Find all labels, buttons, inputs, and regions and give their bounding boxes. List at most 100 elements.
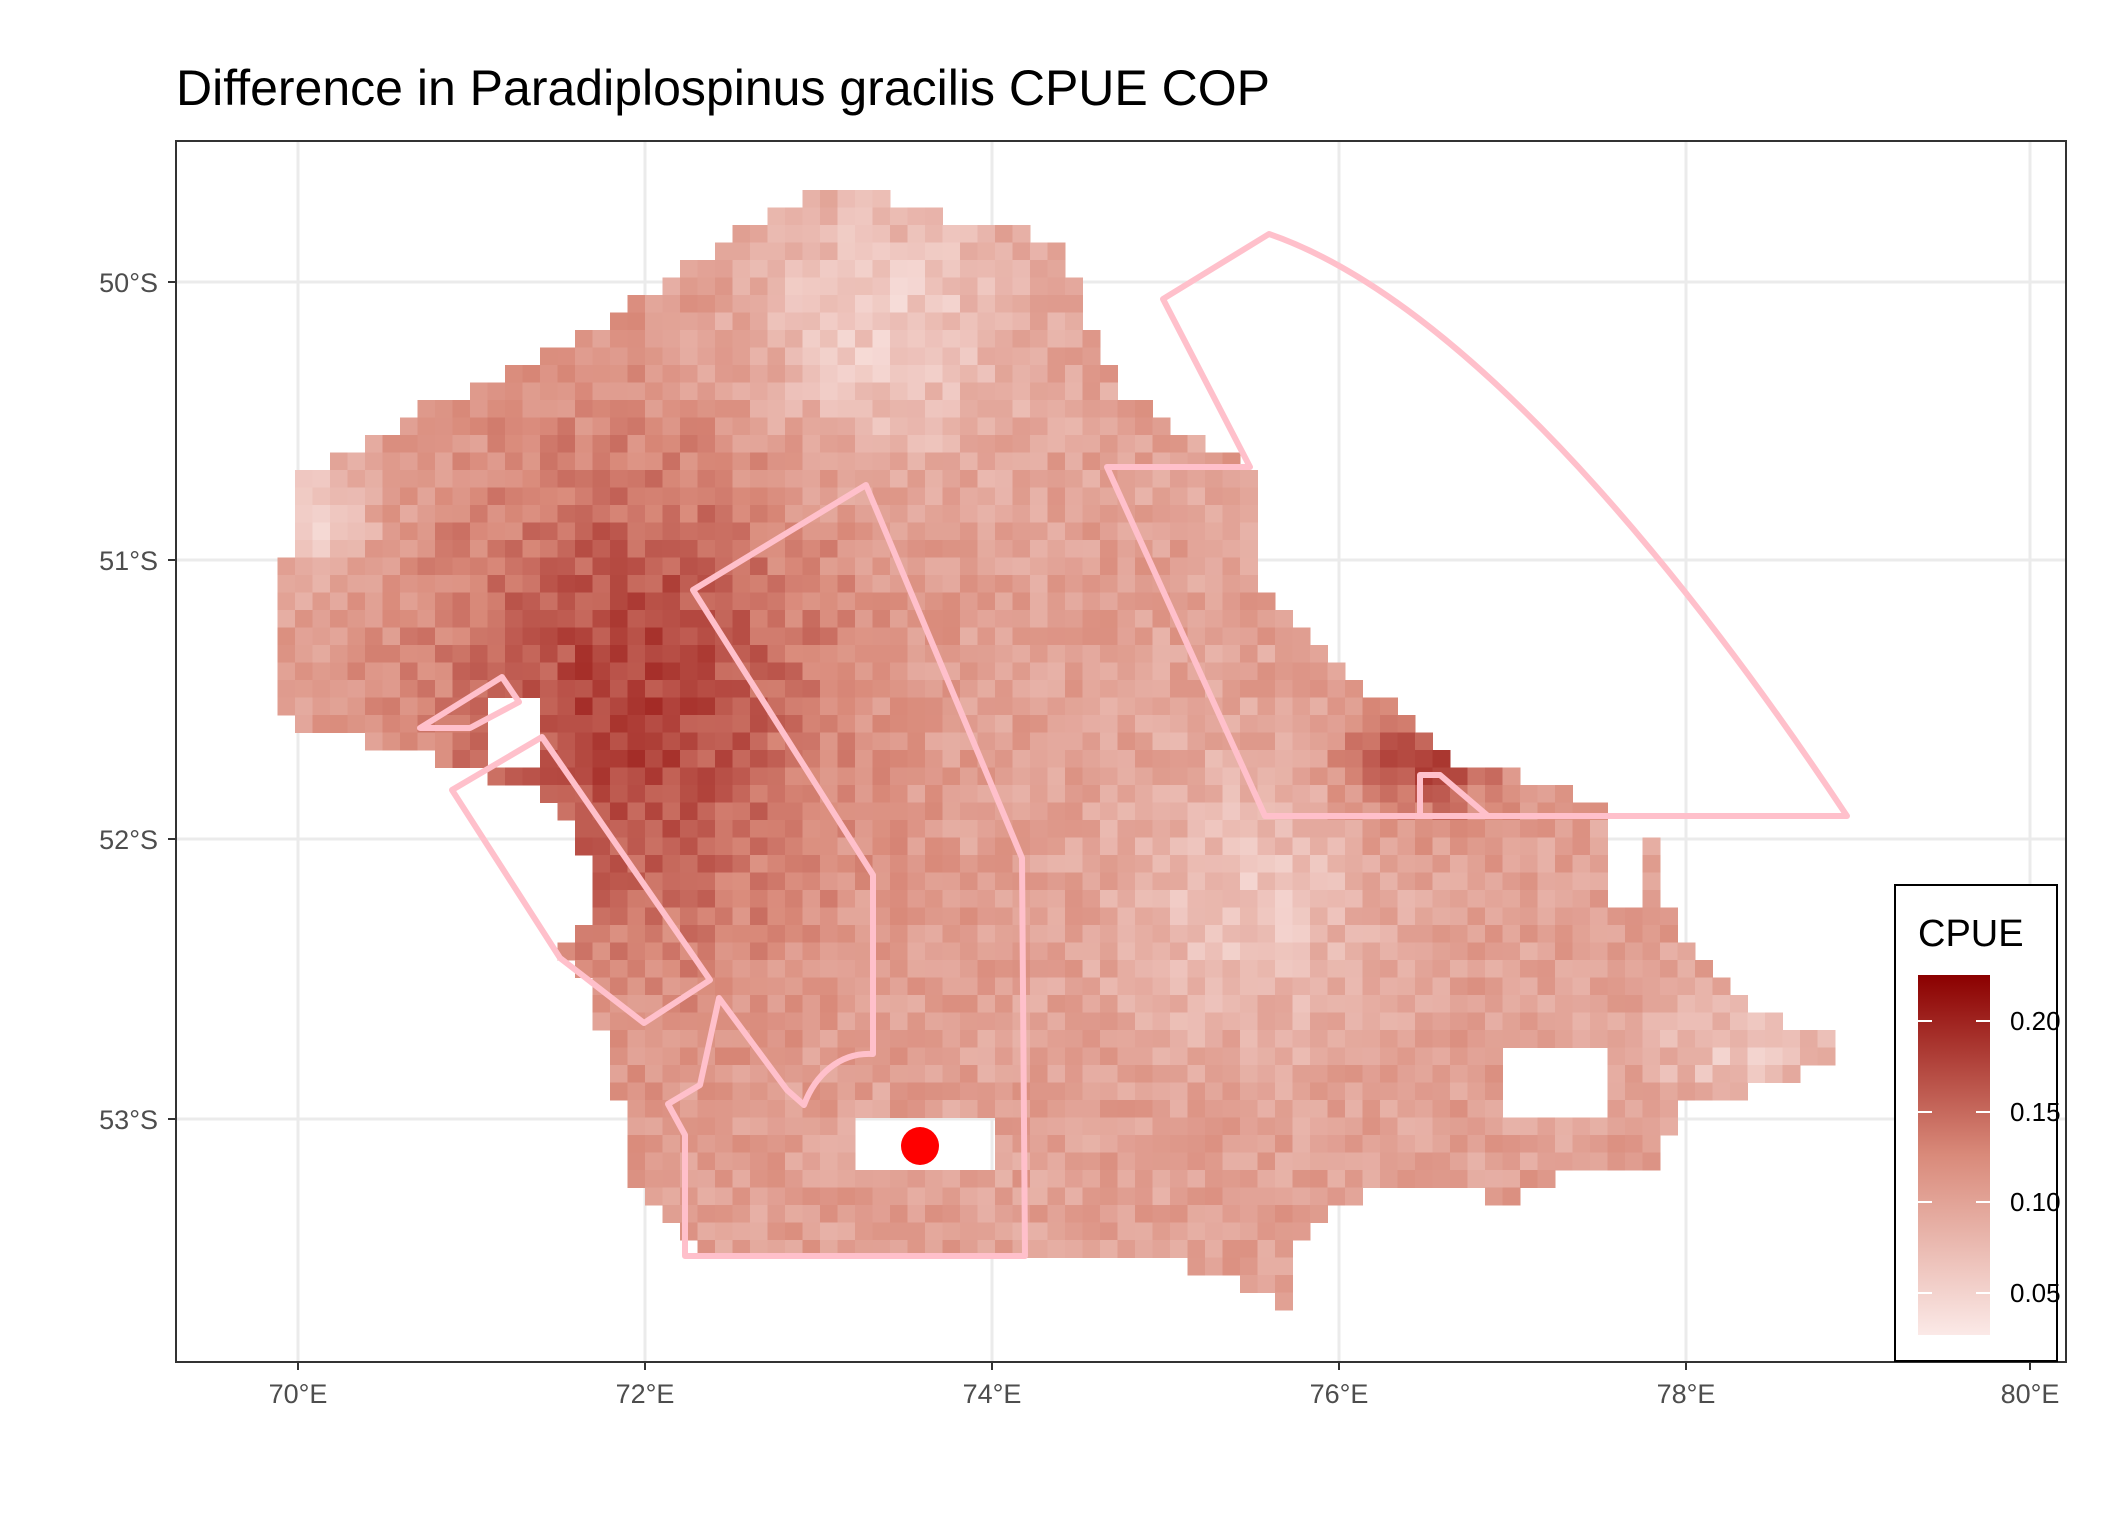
cpue-cell	[505, 645, 523, 663]
cpue-cell	[1345, 1012, 1363, 1031]
cpue-cell	[732, 1222, 751, 1241]
cpue-cell	[855, 820, 873, 838]
cpue-cell	[1257, 1065, 1276, 1083]
cpue-cell	[312, 680, 331, 698]
cpue-cell	[1012, 347, 1031, 366]
cpue-cell	[1467, 1030, 1486, 1048]
cpue-cell	[890, 977, 908, 996]
cpue-cell	[1100, 1100, 1118, 1118]
cpue-cell	[1117, 942, 1136, 961]
cpue-cell	[1152, 470, 1171, 488]
cpue-cell	[1100, 610, 1118, 628]
cpue-cell	[872, 1187, 891, 1206]
cpue-cell	[785, 872, 803, 891]
cpue-cell	[662, 960, 681, 978]
cpue-cell	[1152, 417, 1171, 436]
cpue-cell	[505, 627, 523, 646]
cpue-cell	[977, 1187, 996, 1206]
cpue-cell	[907, 330, 926, 348]
cpue-cell	[750, 575, 768, 593]
cpue-cell	[575, 942, 593, 961]
cpue-cell	[1117, 662, 1136, 681]
cpue-cell	[662, 400, 681, 418]
cpue-cell	[697, 837, 716, 856]
cpue-cell	[662, 890, 681, 908]
cpue-cell	[732, 400, 751, 418]
cpue-cell	[1642, 855, 1661, 873]
cpue-cell	[820, 645, 838, 663]
cpue-cell	[330, 610, 348, 628]
cpue-cell	[1310, 767, 1328, 786]
cpue-cell	[732, 1205, 751, 1223]
cpue-cell	[1415, 855, 1433, 873]
cpue-cell	[1310, 907, 1328, 926]
cpue-cell	[907, 1047, 926, 1066]
cpue-cell	[977, 557, 996, 576]
cpue-cell	[1187, 1240, 1206, 1258]
cpue-cell	[1397, 1117, 1416, 1136]
cpue-cell	[540, 715, 558, 733]
cpue-cell	[1310, 662, 1328, 681]
cpue-cell	[645, 557, 663, 576]
cpue-cell	[487, 575, 506, 593]
cpue-cell	[452, 522, 471, 541]
cpue-cell	[1292, 1030, 1311, 1048]
cpue-cell	[925, 872, 943, 891]
cpue-cell	[750, 382, 768, 401]
cpue-cell	[1205, 767, 1223, 786]
cpue-cell	[1257, 1117, 1276, 1136]
cpue-cell	[1222, 645, 1241, 663]
cpue-cell	[767, 1030, 786, 1048]
cpue-cell	[330, 592, 348, 611]
cpue-cell	[1047, 715, 1066, 733]
cpue-cell	[417, 662, 436, 681]
cpue-cell	[1362, 855, 1381, 873]
cpue-cell	[942, 1065, 961, 1083]
cpue-cell	[925, 1187, 943, 1206]
cpue-cell	[750, 365, 768, 383]
cpue-cell	[942, 1082, 961, 1101]
cpue-cell	[662, 347, 681, 366]
cpue-cell	[645, 365, 663, 383]
cpue-cell	[732, 470, 751, 488]
cpue-cell	[347, 645, 366, 663]
cpue-cell	[732, 277, 751, 296]
cpue-cell	[1345, 1135, 1363, 1153]
cpue-cell	[907, 942, 926, 961]
cpue-cell	[452, 487, 471, 506]
cpue-cell	[1590, 1152, 1608, 1171]
cpue-cell	[1397, 890, 1416, 908]
cpue-cell	[610, 872, 628, 891]
cpue-cell	[1205, 1257, 1223, 1276]
cpue-cell	[1100, 820, 1118, 838]
cpue-cell	[1362, 960, 1381, 978]
cpue-cell	[1082, 435, 1101, 453]
cpue-cell	[872, 802, 891, 821]
cpue-cell	[697, 715, 716, 733]
cpue-cell	[1345, 1030, 1363, 1048]
cpue-cell	[1030, 820, 1048, 838]
cpue-cell	[610, 417, 628, 436]
cpue-cell	[785, 540, 803, 558]
cpue-cell	[1467, 1012, 1486, 1031]
cpue-cell	[557, 382, 576, 401]
cpue-cell	[802, 207, 821, 226]
cpue-cell	[1485, 942, 1503, 961]
cpue-cell	[1030, 925, 1048, 943]
cpue-cell	[1047, 295, 1066, 313]
cpue-cell	[1187, 1205, 1206, 1223]
cpue-cell	[1117, 1030, 1136, 1048]
cpue-cell	[1292, 1205, 1311, 1223]
cpue-cell	[1065, 802, 1083, 821]
cpue-cell	[1030, 645, 1048, 663]
cpue-cell	[1450, 872, 1468, 891]
y-axis: 50°S 51°S 52°S 53°S	[99, 268, 176, 1135]
cpue-cell	[1100, 662, 1118, 681]
cpue-cell	[1187, 837, 1206, 856]
cpue-cell	[1240, 470, 1258, 488]
cpue-cell	[1240, 855, 1258, 873]
management-area-outlines	[417, 231, 1850, 1259]
x-tick-label: 76°E	[1310, 1379, 1369, 1409]
cpue-cell	[627, 487, 646, 506]
cpue-cell	[557, 610, 576, 628]
